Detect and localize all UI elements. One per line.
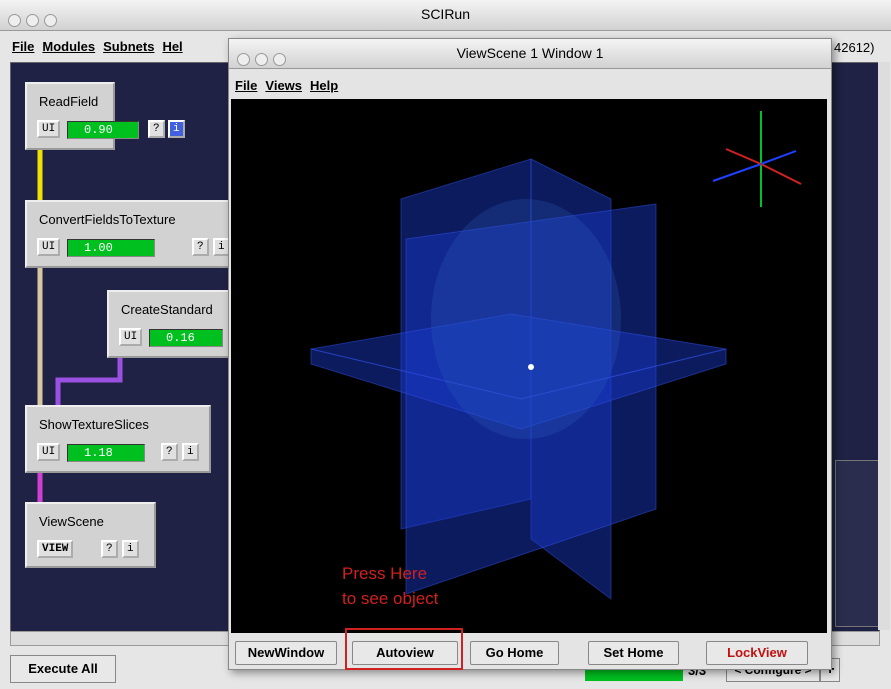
viewer-button[interactable]: LockView — [706, 641, 808, 665]
status-id: 42612) — [834, 40, 875, 55]
ui-button[interactable]: UI — [37, 120, 61, 138]
module[interactable]: ShowTextureSlices UI 1.18 ? i — [25, 405, 211, 473]
menu-item[interactable]: Hel — [162, 39, 183, 54]
ui-button[interactable]: UI — [37, 238, 61, 256]
progress: 1.00 — [67, 239, 155, 257]
main-menu: File Modules Subnets Hel — [12, 38, 191, 56]
module[interactable]: ReadField UI 0.90 — [25, 82, 139, 150]
execute-button[interactable]: Execute All — [10, 655, 116, 683]
viewer-title: ViewScene 1 Window 1 — [456, 45, 604, 61]
module[interactable]: CreateStandard UI 0.16 — [107, 290, 241, 358]
module-name: CreateStandard — [121, 302, 213, 317]
menu-item[interactable]: Views — [265, 78, 303, 93]
annotation: Press Here to see object — [342, 561, 438, 611]
viewer-titlebar: ViewScene 1 Window 1 — [229, 39, 831, 69]
annotation-line: to see object — [342, 589, 439, 608]
viewer-button[interactable]: Autoview — [352, 641, 458, 665]
view-button[interactable]: VIEW — [37, 540, 74, 558]
progress: 0.90 — [67, 121, 139, 139]
viewer-button[interactable]: NewWindow — [235, 641, 337, 665]
progress: 1.18 — [67, 444, 145, 462]
main-title: SCIRun — [420, 6, 471, 22]
ui-button[interactable]: UI — [119, 328, 143, 346]
help-button[interactable]: ? — [148, 120, 165, 138]
annotation-line: Press Here — [342, 564, 428, 583]
module-name: ReadField — [39, 94, 99, 109]
info-button[interactable]: i — [182, 443, 199, 461]
info-button[interactable]: i — [168, 120, 185, 138]
help-button[interactable]: ? — [101, 540, 118, 558]
help-button[interactable]: ? — [192, 238, 209, 256]
menu-item[interactable]: Modules — [42, 39, 96, 54]
module-name: ViewScene — [39, 514, 104, 529]
help-button[interactable]: ? — [161, 443, 178, 461]
info-button[interactable]: i — [122, 540, 139, 558]
viewer-button[interactable]: Set Home — [588, 641, 679, 665]
main-titlebar: SCIRun — [0, 0, 891, 31]
menu-item[interactable]: File — [235, 78, 258, 93]
module-name: ShowTextureSlices — [39, 417, 149, 432]
module[interactable]: ViewScene VIEW ? i — [25, 502, 156, 568]
module[interactable]: ConvertFieldsToTexture UI 1.00 ? i — [25, 200, 239, 268]
progress: 0.16 — [149, 329, 223, 347]
scrollbar[interactable] — [878, 62, 890, 630]
ui-button[interactable]: UI — [37, 443, 61, 461]
menu-item[interactable]: Subnets — [103, 39, 155, 54]
viewer-window: ViewScene 1 Window 1 File Views Help — [228, 38, 832, 670]
highlight-box — [345, 628, 463, 670]
menu-item[interactable]: Help — [310, 78, 339, 93]
module-name: ConvertFieldsToTexture — [39, 212, 176, 227]
render-view — [231, 99, 827, 633]
menu-item[interactable]: File — [12, 39, 35, 54]
viewer-button[interactable]: Go Home — [470, 641, 559, 665]
viewer-menu: File Views Help — [235, 77, 346, 95]
